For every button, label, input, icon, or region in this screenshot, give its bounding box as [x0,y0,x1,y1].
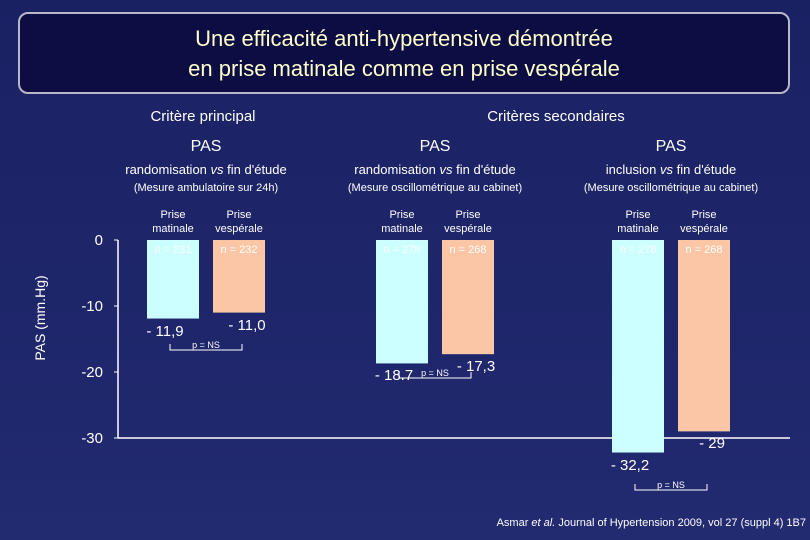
group-subtitle: randomisation vs fin d'étude [354,162,516,177]
p-bracket [398,372,472,379]
bar [213,240,265,313]
y-axis-label: PAS (mm.Hg) [32,275,48,360]
y-tick-label: 0 [95,232,103,249]
title-box: Une efficacité anti-hypertensive démontr… [18,12,790,94]
group-title: PAS [655,138,687,155]
header: Critère principal [150,108,256,125]
citation: Asmar et al. Journal of Hypertension 200… [497,517,806,529]
value-label: - 11,0 [228,316,266,334]
y-tick-label: -20 [81,364,103,381]
bar [612,240,664,453]
legend-label: Prise matinale [381,209,423,235]
group-method: (Mesure ambulatoire sur 24h) [133,182,279,194]
bar [376,240,428,364]
subtitle-part: vs [210,162,224,177]
bar [442,240,494,355]
value-label: - 11,9 [146,322,184,340]
group-method: (Mesure oscillométrique au cabinet) [347,182,523,194]
bar [147,240,199,319]
value-label: - 18.7 [374,367,414,385]
legend-label: Prise matinale [617,209,659,235]
p-label: p = NS [192,340,220,350]
citation-part: Asmar [496,517,529,529]
legend-label: Prise vespérale [680,209,728,235]
p-label: p = NS [421,368,449,378]
legend-label: Prise vespérale [444,209,492,235]
group-subtitle: randomisation vs fin d'étude [125,162,287,177]
subtitle-part: randomisation [125,162,207,177]
n-label: n = 278 [619,244,657,256]
bar [678,240,730,432]
group-title: PAS [190,138,222,155]
subtitle-part: randomisation [354,162,436,177]
y-tick-label: -30 [81,430,103,447]
subtitle-part: fin d'étude [456,162,516,177]
subtitle-part: vs [660,162,673,177]
group-method: (Mesure oscillométrique au cabinet) [583,182,759,194]
title: Une efficacité anti-hypertensive démontr… [195,26,613,51]
p-bracket [169,344,243,351]
p-label: p = NS [657,480,685,490]
subtitle-part: fin d'étude [676,162,737,177]
value-label: - 17,3 [456,358,496,376]
n-label: n = 268 [449,244,487,256]
group-title: PAS [419,138,451,155]
n-label: n = 268 [685,244,723,256]
citation-part: et al. [531,517,556,529]
y-tick-label: -10 [81,298,103,315]
group-subtitle: inclusion vs fin d'étude [606,162,736,177]
header: Critères secondaires [487,108,625,125]
citation-part: Journal of Hypertension 2009, vol 27 (su… [558,517,806,529]
subtitle-part: fin d'étude [227,162,287,177]
legend-label: Prise vespérale [215,209,263,235]
subtitle-part: vs [439,162,453,177]
n-label: n = 278 [383,244,421,256]
n-label: n = 231 [154,244,192,256]
legend-label: Prise matinale [152,209,194,235]
title: en prise matinale comme en prise vespéra… [188,56,620,81]
value-label: - 29 [699,435,725,453]
value-label: - 32,2 [610,456,650,474]
subtitle-part: inclusion [605,162,657,177]
n-label: n = 232 [220,244,258,256]
p-bracket [634,484,708,491]
